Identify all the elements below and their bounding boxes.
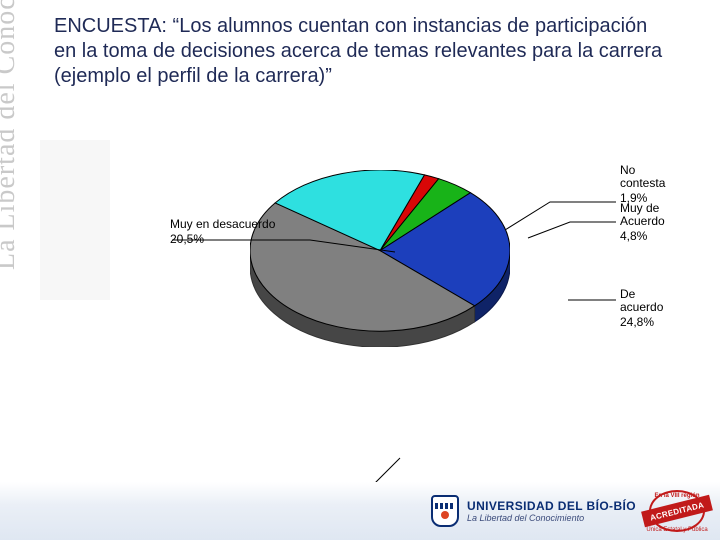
accreditation-badge: En la VIII región ACREDITADA Única Estat…: [646, 487, 708, 535]
pie-label-name: De acuerdo: [620, 287, 663, 314]
pie-label: Muy de Acuerdo 4,8%: [620, 202, 680, 244]
pie-label-pct: 4,8%: [620, 230, 680, 243]
university-text: UNIVERSIDAD DEL BÍO-BÍO La Libertad del …: [467, 499, 636, 523]
university-tagline: La Libertad del Conocimiento: [467, 513, 636, 523]
university-logo: UNIVERSIDAD DEL BÍO-BÍO La Libertad del …: [431, 495, 636, 527]
pie-label: De acuerdo 24,8%: [620, 288, 680, 330]
shield-icon: [431, 495, 459, 527]
pie-label: No contesta1,9%: [620, 164, 680, 206]
pie-label-pct: 20,5%: [170, 233, 275, 246]
badge-sub: Única Estatal y Pública: [646, 527, 708, 533]
pie-label-name: Muy de Acuerdo: [620, 201, 665, 228]
pie-label: Muy en desacuerdo 20,5%: [170, 218, 275, 246]
pie-label-name: No contesta: [620, 163, 665, 190]
leader-lines: [60, 120, 680, 490]
page-title: ENCUESTA: “Los alumnos cuentan con insta…: [54, 14, 674, 89]
footer: UNIVERSIDAD DEL BÍO-BÍO La Libertad del …: [0, 482, 720, 540]
watermark-text: La Libertad del Conocimiento: [0, 0, 22, 270]
pie-label-name: Muy en desacuerdo: [170, 217, 275, 231]
university-name: UNIVERSIDAD DEL BÍO-BÍO: [467, 499, 636, 513]
pie-chart: No contesta1,9%Muy de Acuerdo 4,8% De acue…: [60, 120, 680, 490]
pie-label-pct: 24,8%: [620, 316, 680, 329]
